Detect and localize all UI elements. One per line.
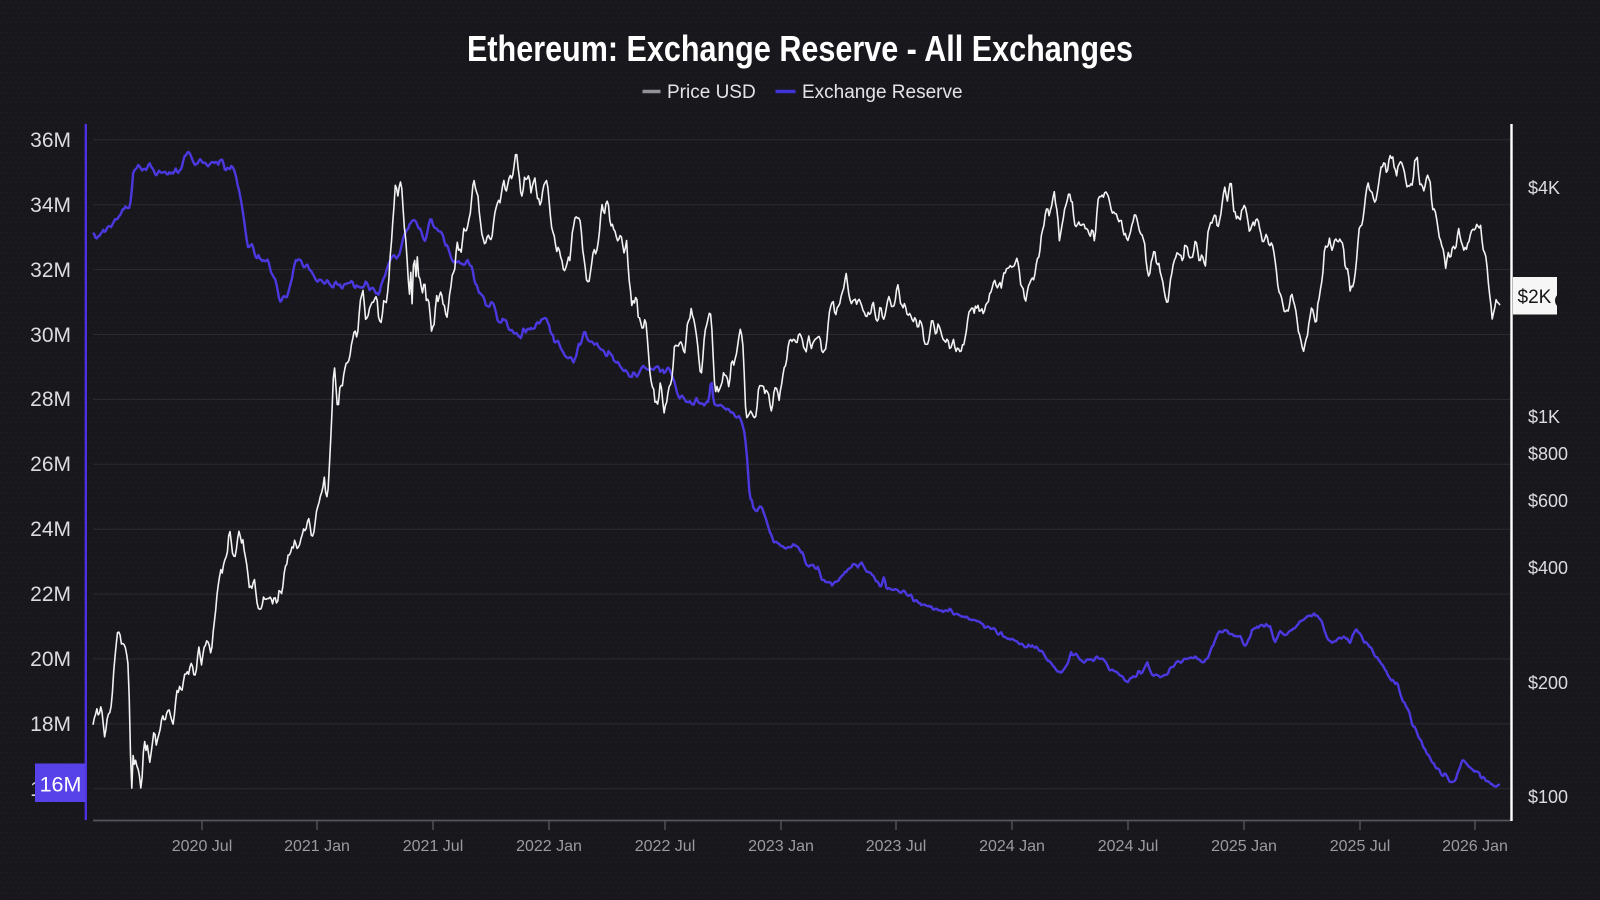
svg-text:Exchange Reserve: Exchange Reserve [802,82,963,103]
svg-text:30M: 30M [30,324,71,347]
svg-text:$4K: $4K [1528,178,1560,198]
svg-text:2021 Jan: 2021 Jan [284,838,350,855]
svg-text:2025 Jan: 2025 Jan [1211,838,1277,855]
svg-text:20M: 20M [30,648,71,671]
svg-text:2022 Jan: 2022 Jan [516,838,582,855]
svg-text:$600: $600 [1528,491,1568,511]
svg-text:Ethereum: Exchange Reserve - A: Ethereum: Exchange Reserve - All Exchang… [467,28,1133,69]
svg-text:18M: 18M [30,713,71,736]
svg-text:2020 Jul: 2020 Jul [172,838,233,855]
svg-text:$100: $100 [1528,787,1568,807]
svg-text:$200: $200 [1528,673,1568,693]
svg-text:32M: 32M [30,259,71,282]
svg-text:24M: 24M [30,518,71,541]
svg-text:26M: 26M [30,453,71,476]
svg-text:36M: 36M [30,129,71,152]
svg-text:16M: 16M [40,773,82,797]
svg-text:$800: $800 [1528,444,1568,464]
svg-text:2022 Jul: 2022 Jul [635,838,696,855]
svg-text:2026 Jan: 2026 Jan [1442,838,1508,855]
svg-text:2025 Jul: 2025 Jul [1330,838,1391,855]
svg-text:2023 Jul: 2023 Jul [866,838,927,855]
svg-text:$1K: $1K [1528,407,1560,427]
svg-text:2024 Jul: 2024 Jul [1098,838,1159,855]
svg-text:2023 Jan: 2023 Jan [748,838,814,855]
svg-text:$400: $400 [1528,558,1568,578]
svg-text:2024 Jan: 2024 Jan [979,838,1045,855]
svg-text:Price USD: Price USD [667,82,756,103]
svg-text:28M: 28M [30,388,71,411]
svg-text:22M: 22M [30,583,71,606]
svg-text:34M: 34M [30,194,71,217]
svg-text:$2K: $2K [1518,287,1552,308]
svg-text:2021 Jul: 2021 Jul [403,838,464,855]
